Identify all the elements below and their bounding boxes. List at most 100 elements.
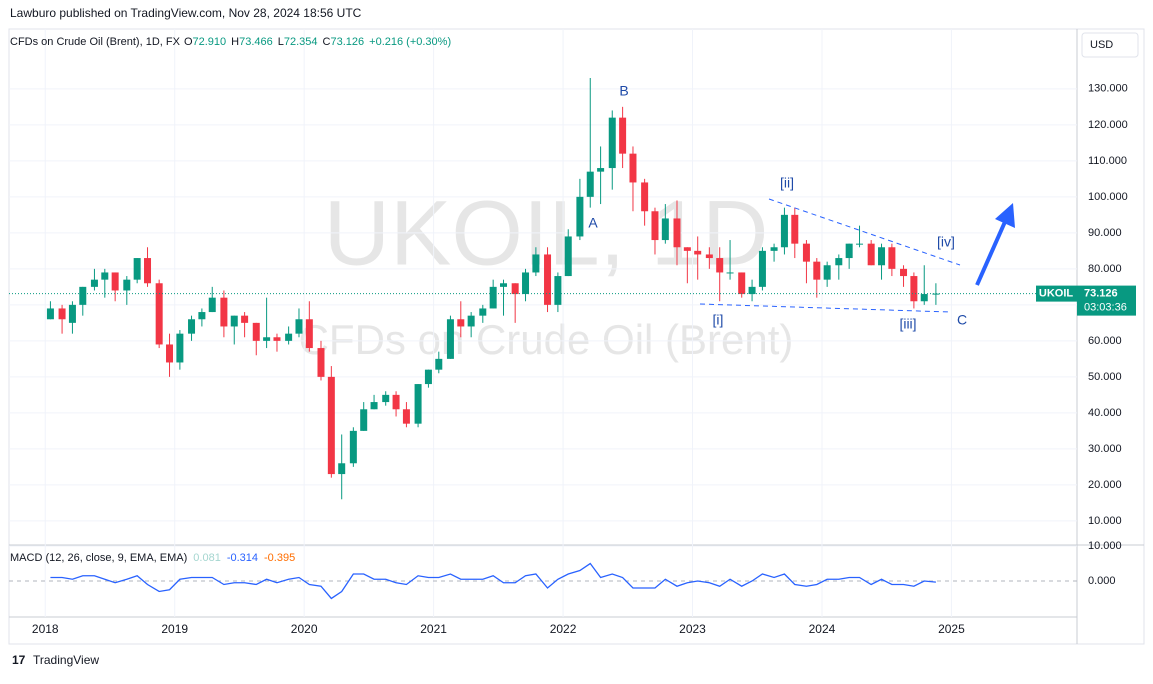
candle-body bbox=[673, 218, 681, 248]
candle-body bbox=[932, 293, 940, 295]
y-tick-label: 10.000 bbox=[1088, 540, 1122, 552]
y-tick-label: 120.000 bbox=[1088, 119, 1128, 131]
candle-body bbox=[544, 254, 552, 305]
candle-body bbox=[263, 337, 271, 341]
y-tick-label: 130.000 bbox=[1088, 83, 1128, 95]
candle-body bbox=[619, 117, 627, 154]
candle-body bbox=[597, 168, 605, 172]
candle-body bbox=[285, 333, 293, 341]
change: +0.216 (+0.30%) bbox=[369, 36, 451, 48]
candle-body bbox=[208, 297, 216, 313]
candle-body bbox=[738, 272, 746, 295]
candle-body bbox=[220, 297, 228, 327]
candle-body bbox=[758, 250, 766, 287]
candle-body bbox=[360, 409, 368, 431]
candle-body bbox=[111, 272, 119, 291]
candle-body bbox=[845, 243, 853, 259]
candle-body bbox=[813, 261, 821, 280]
watermark-sub: CFDs on Crude Oil (Brent) bbox=[299, 316, 794, 363]
trend-line-upper bbox=[768, 198, 961, 266]
candle-body bbox=[188, 319, 196, 334]
y-tick-label: 30.000 bbox=[1088, 443, 1122, 455]
candle-body bbox=[576, 196, 584, 237]
candle-body bbox=[748, 286, 756, 295]
candle-body bbox=[867, 243, 875, 266]
candle-body bbox=[780, 214, 788, 248]
candle-body bbox=[402, 409, 410, 424]
candle-body bbox=[133, 258, 141, 280]
candle-body bbox=[726, 272, 734, 274]
candle-body bbox=[532, 254, 540, 273]
candle-body bbox=[823, 265, 831, 280]
candle-body bbox=[522, 272, 530, 295]
candle-body bbox=[101, 272, 109, 280]
wave-label: [iii] bbox=[899, 316, 916, 332]
y-tick-label: 90.000 bbox=[1088, 227, 1122, 239]
x-tick-label: 2024 bbox=[809, 622, 836, 636]
x-tick-label: 2025 bbox=[938, 622, 965, 636]
trend-line-lower bbox=[699, 303, 951, 313]
candle-body bbox=[629, 153, 637, 183]
candle-body bbox=[878, 247, 886, 266]
candle-body bbox=[230, 315, 238, 327]
ohlc-value: 72.354 bbox=[284, 36, 318, 48]
y-tick-label: 80.000 bbox=[1088, 263, 1122, 275]
candle-body bbox=[435, 358, 443, 370]
x-tick-label: 2023 bbox=[679, 622, 706, 636]
currency: USD bbox=[1090, 39, 1113, 51]
ohlc-key: L bbox=[278, 36, 284, 48]
candle-body bbox=[123, 279, 131, 291]
ohlc-value: 73.466 bbox=[239, 36, 273, 48]
candle-body bbox=[564, 236, 572, 277]
candle-body bbox=[586, 171, 594, 197]
candle-body bbox=[252, 322, 260, 341]
macd-reading: 0.081 bbox=[193, 552, 221, 564]
candle-body bbox=[46, 308, 54, 320]
candle-body bbox=[144, 258, 152, 284]
candle-body bbox=[835, 258, 843, 266]
candle-body bbox=[683, 247, 691, 251]
price-box bbox=[1077, 285, 1136, 316]
candle-body bbox=[554, 276, 562, 305]
macd-title: MACD (12, 26, close, 9, EMA, EMA) bbox=[10, 552, 187, 564]
candle-body bbox=[661, 218, 669, 241]
candle-body bbox=[770, 247, 778, 251]
candle-body bbox=[888, 247, 896, 269]
y-tick-label: 110.000 bbox=[1088, 155, 1127, 167]
candle-body bbox=[166, 344, 174, 363]
footer: TradingView bbox=[33, 653, 99, 667]
macd-line bbox=[50, 562, 936, 600]
candle-body bbox=[414, 384, 422, 424]
candle-body bbox=[479, 308, 487, 316]
candle-body bbox=[802, 243, 810, 262]
candle-body bbox=[68, 304, 76, 323]
symbol: CFDs on Crude Oil (Brent), 1D, FX bbox=[10, 36, 181, 48]
candle-body bbox=[241, 315, 249, 323]
y-tick-label: 0.000 bbox=[1088, 575, 1116, 587]
candle-body bbox=[295, 319, 303, 334]
y-tick-label: 20.000 bbox=[1088, 479, 1122, 491]
candle-body bbox=[338, 463, 346, 475]
candle-body bbox=[392, 394, 400, 410]
frame bbox=[8, 28, 1145, 645]
x-tick-label: 2018 bbox=[32, 622, 59, 636]
arrow bbox=[975, 203, 1015, 286]
candle-body bbox=[467, 315, 475, 327]
candle-body bbox=[317, 348, 325, 377]
candle-body bbox=[511, 283, 519, 295]
wave-label: B bbox=[619, 83, 628, 99]
currency-box[interactable] bbox=[1081, 32, 1139, 58]
candle-body bbox=[327, 376, 335, 475]
candle-body bbox=[705, 254, 713, 259]
candle-body bbox=[608, 117, 616, 169]
countdown: 03:03:36 bbox=[1084, 302, 1127, 314]
candle-body bbox=[58, 308, 66, 320]
candle-body bbox=[90, 279, 98, 287]
candle-body bbox=[910, 276, 918, 302]
candle-body bbox=[651, 211, 659, 241]
candle-body bbox=[500, 283, 508, 287]
y-tick-label: 40.000 bbox=[1088, 407, 1122, 419]
candle-body bbox=[305, 319, 313, 349]
ticker-box bbox=[1036, 285, 1077, 302]
